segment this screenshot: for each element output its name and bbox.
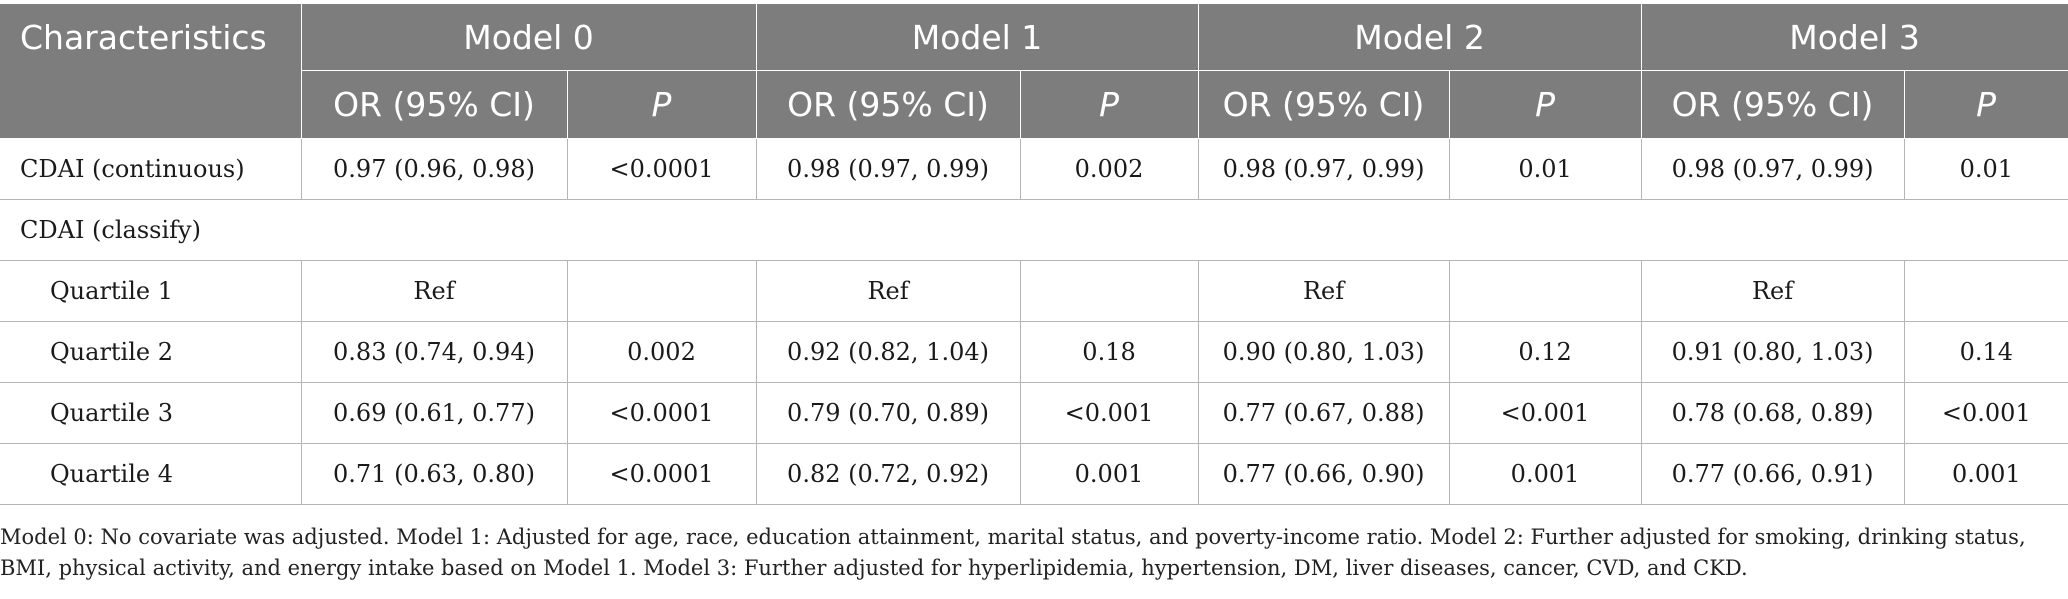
p-cell: <0.001 <box>1448 382 1642 444</box>
p-cell: <0.001 <box>1019 382 1199 444</box>
header-model-2: Model 2 <box>1197 3 1642 71</box>
header-model-0: Model 0 <box>300 3 757 71</box>
section-label: CDAI (classify) <box>0 199 2068 261</box>
header-model-1: Model 1 <box>755 3 1199 71</box>
or-cell: 0.98 (0.97, 0.99) <box>1197 138 1450 200</box>
or-cell: 0.82 (0.72, 0.92) <box>755 443 1021 505</box>
header-or-ci: OR (95% CI) <box>1640 70 1905 139</box>
p-cell: 0.001 <box>1448 443 1642 505</box>
or-cell: 0.78 (0.68, 0.89) <box>1640 382 1905 444</box>
or-cell: 0.90 (0.80, 1.03) <box>1197 321 1450 383</box>
results-table-container: Characteristics Model 0 Model 1 Model 2 … <box>0 3 2068 505</box>
or-cell: 0.83 (0.74, 0.94) <box>300 321 568 383</box>
p-cell: 0.001 <box>1019 443 1199 505</box>
p-cell: <0.0001 <box>566 443 757 505</box>
p-cell: 0.01 <box>1448 138 1642 200</box>
or-cell: Ref <box>300 260 568 322</box>
footnote-line: BMI, physical activity, and energy intak… <box>0 556 1748 580</box>
or-cell: 0.91 (0.80, 1.03) <box>1640 321 1905 383</box>
p-cell: 0.12 <box>1448 321 1642 383</box>
p-cell: 0.002 <box>1019 138 1199 200</box>
table-row: Quartile 4 0.71 (0.63, 0.80) <0.0001 0.8… <box>0 443 2068 505</box>
header-p: P <box>1448 70 1642 139</box>
table-row: Quartile 2 0.83 (0.74, 0.94) 0.002 0.92 … <box>0 321 2068 383</box>
p-cell: <0.0001 <box>566 138 757 200</box>
p-cell: 0.14 <box>1903 321 2068 383</box>
table-row: CDAI (classify) <box>0 199 2068 261</box>
p-cell: 0.18 <box>1019 321 1199 383</box>
or-cell: Ref <box>1640 260 1905 322</box>
header-characteristics: Characteristics <box>0 3 302 139</box>
table-footnote: Model 0: No covariate was adjusted. Mode… <box>0 522 2050 584</box>
or-cell: 0.98 (0.97, 0.99) <box>1640 138 1905 200</box>
p-cell <box>1448 260 1642 322</box>
or-cell: 0.77 (0.66, 0.90) <box>1197 443 1450 505</box>
or-cell: Ref <box>755 260 1021 322</box>
or-cell: 0.79 (0.70, 0.89) <box>755 382 1021 444</box>
p-cell: <0.0001 <box>566 382 757 444</box>
row-label: Quartile 2 <box>0 321 302 383</box>
header-or-ci: OR (95% CI) <box>755 70 1021 139</box>
table-header: Characteristics Model 0 Model 1 Model 2 … <box>0 3 2068 139</box>
row-label: CDAI (continuous) <box>0 138 302 200</box>
row-label: Quartile 3 <box>0 382 302 444</box>
table-body: CDAI (continuous) 0.97 (0.96, 0.98) <0.0… <box>0 138 2068 505</box>
or-cell: 0.69 (0.61, 0.77) <box>300 382 568 444</box>
odds-ratio-table: Characteristics Model 0 Model 1 Model 2 … <box>0 3 2068 505</box>
or-cell: 0.71 (0.63, 0.80) <box>300 443 568 505</box>
header-model-3: Model 3 <box>1640 3 2068 71</box>
or-cell: Ref <box>1197 260 1450 322</box>
table-row: CDAI (continuous) 0.97 (0.96, 0.98) <0.0… <box>0 138 2068 200</box>
p-cell: 0.001 <box>1903 443 2068 505</box>
header-p: P <box>566 70 757 139</box>
p-cell <box>1019 260 1199 322</box>
table-row: Quartile 1 Ref Ref Ref Ref <box>0 260 2068 322</box>
p-cell: 0.002 <box>566 321 757 383</box>
or-cell: 0.97 (0.96, 0.98) <box>300 138 568 200</box>
header-or-ci: OR (95% CI) <box>1197 70 1450 139</box>
footnote-line: Model 0: No covariate was adjusted. Mode… <box>0 525 2026 549</box>
or-cell: 0.98 (0.97, 0.99) <box>755 138 1021 200</box>
row-label: Quartile 4 <box>0 443 302 505</box>
p-cell: <0.001 <box>1903 382 2068 444</box>
or-cell: 0.92 (0.82, 1.04) <box>755 321 1021 383</box>
header-p: P <box>1019 70 1199 139</box>
header-or-ci: OR (95% CI) <box>300 70 568 139</box>
or-cell: 0.77 (0.67, 0.88) <box>1197 382 1450 444</box>
p-cell: 0.01 <box>1903 138 2068 200</box>
p-cell <box>1903 260 2068 322</box>
or-cell: 0.77 (0.66, 0.91) <box>1640 443 1905 505</box>
header-p: P <box>1903 70 2068 139</box>
row-label: Quartile 1 <box>0 260 302 322</box>
p-cell <box>566 260 757 322</box>
table-row: Quartile 3 0.69 (0.61, 0.77) <0.0001 0.7… <box>0 382 2068 444</box>
